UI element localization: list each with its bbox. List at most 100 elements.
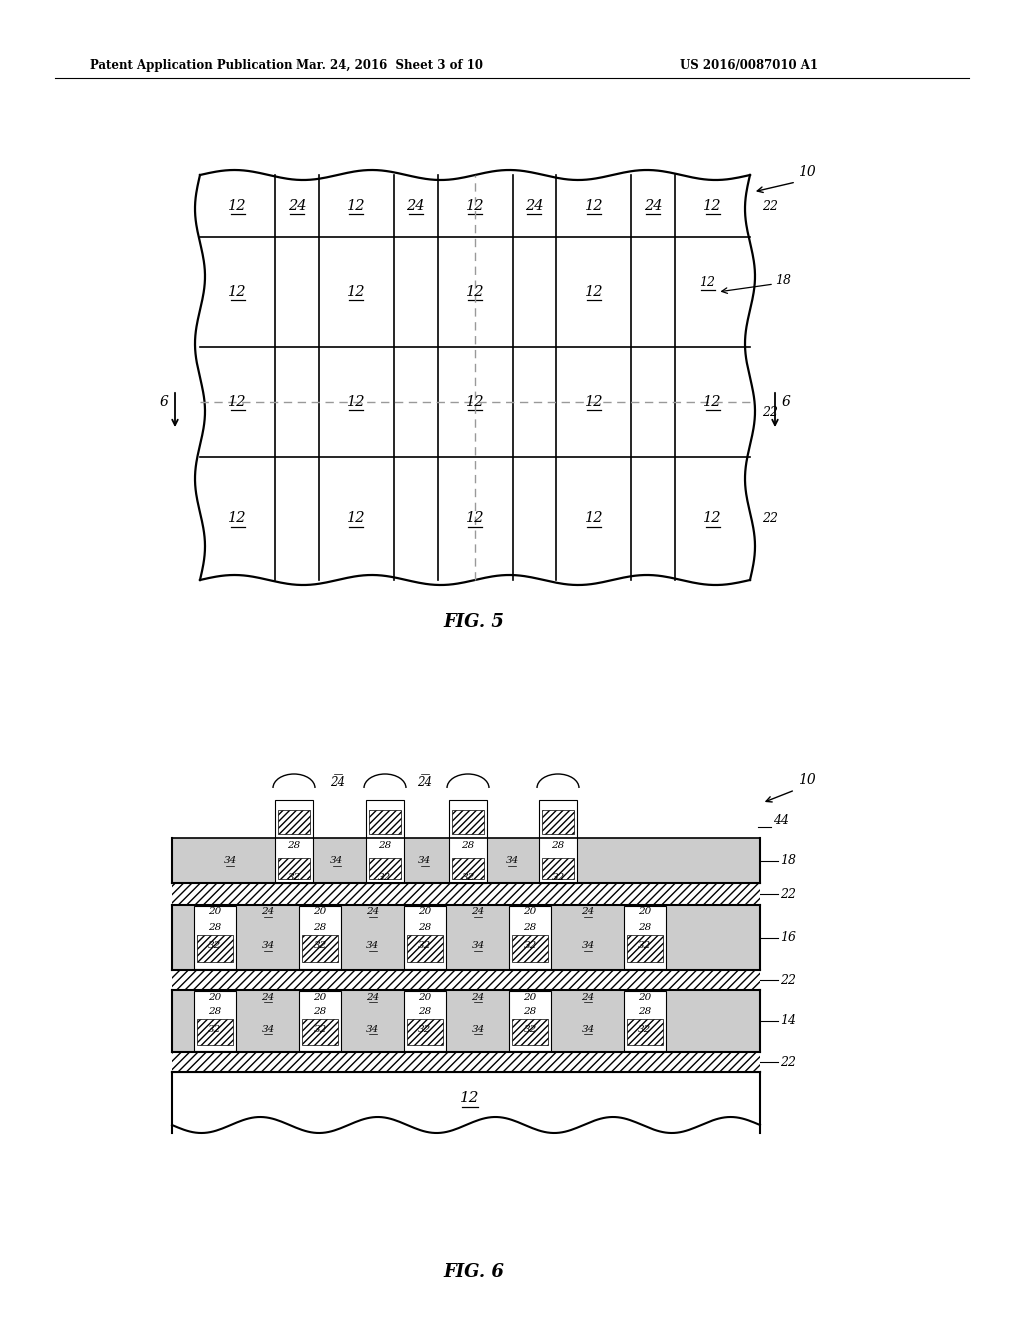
Text: 24: 24: [582, 908, 595, 916]
Text: 32: 32: [638, 1024, 651, 1034]
Text: 18: 18: [775, 273, 791, 286]
Text: 20: 20: [313, 908, 327, 916]
Text: 34: 34: [331, 855, 344, 865]
Text: 20: 20: [638, 908, 651, 916]
Text: 32: 32: [523, 941, 537, 950]
Bar: [299, 991, 341, 1051]
Text: 12: 12: [466, 511, 484, 525]
Text: 20: 20: [523, 993, 537, 1002]
Bar: [542, 858, 574, 879]
Text: 32: 32: [419, 1024, 432, 1034]
Text: 28: 28: [379, 841, 391, 850]
Text: 34: 34: [471, 941, 484, 950]
Text: 12: 12: [460, 1092, 480, 1106]
Text: 18: 18: [780, 854, 796, 867]
Text: 28: 28: [313, 1006, 327, 1015]
Text: 32: 32: [313, 1024, 327, 1034]
Bar: [542, 809, 574, 834]
Text: 12: 12: [466, 199, 484, 213]
Bar: [172, 883, 760, 906]
Bar: [452, 809, 484, 834]
Bar: [624, 906, 666, 969]
Text: US 2016/0087010 A1: US 2016/0087010 A1: [680, 58, 818, 71]
Bar: [172, 838, 760, 883]
Text: 20: 20: [208, 908, 221, 916]
Text: 32: 32: [523, 1024, 537, 1034]
Bar: [627, 1019, 663, 1044]
Text: 34: 34: [506, 855, 518, 865]
Text: 12: 12: [703, 199, 722, 213]
Bar: [172, 906, 760, 970]
Bar: [172, 990, 760, 1052]
Text: 22: 22: [762, 512, 778, 525]
Text: 34: 34: [367, 941, 380, 950]
Text: 28: 28: [288, 841, 301, 850]
Text: 20: 20: [419, 908, 432, 916]
Bar: [302, 935, 338, 962]
Bar: [624, 991, 666, 1051]
Text: 12: 12: [347, 395, 366, 409]
Bar: [369, 809, 401, 834]
Text: 24: 24: [644, 199, 663, 213]
Text: 16: 16: [780, 931, 796, 944]
Text: 28: 28: [419, 1006, 432, 1015]
Text: FIG. 5: FIG. 5: [443, 612, 505, 631]
Text: 14: 14: [780, 1015, 796, 1027]
Text: 32: 32: [313, 941, 327, 950]
Bar: [197, 1019, 233, 1044]
Text: 24: 24: [367, 993, 380, 1002]
Text: 28: 28: [208, 1006, 221, 1015]
Bar: [407, 1019, 443, 1044]
Text: 28: 28: [462, 841, 475, 850]
Text: 12: 12: [347, 285, 366, 300]
Bar: [278, 809, 310, 834]
Text: 12: 12: [585, 395, 603, 409]
Text: 32: 32: [288, 874, 301, 883]
Text: 22: 22: [780, 974, 796, 986]
Bar: [407, 935, 443, 962]
Text: 24: 24: [288, 199, 306, 213]
Text: 22: 22: [762, 199, 778, 213]
Bar: [275, 800, 313, 883]
Text: 24: 24: [582, 993, 595, 1002]
Bar: [512, 1019, 548, 1044]
Bar: [627, 935, 663, 962]
Text: 34: 34: [261, 1024, 274, 1034]
Text: 28: 28: [419, 923, 432, 932]
Bar: [449, 800, 487, 883]
Bar: [302, 1019, 338, 1044]
Text: 34: 34: [471, 1024, 484, 1034]
Text: 34: 34: [367, 1024, 380, 1034]
Text: 32: 32: [208, 941, 221, 950]
Text: 24: 24: [331, 776, 345, 788]
Text: 28: 28: [523, 1006, 537, 1015]
Text: 44: 44: [773, 813, 790, 826]
Text: 20: 20: [208, 993, 221, 1002]
Text: 20: 20: [419, 993, 432, 1002]
Text: 6: 6: [781, 395, 791, 409]
Text: 22: 22: [780, 1056, 796, 1068]
Text: 32: 32: [638, 941, 651, 950]
Text: 6: 6: [160, 395, 168, 409]
Text: 24: 24: [261, 908, 274, 916]
Bar: [509, 991, 551, 1051]
Text: 32: 32: [208, 1024, 221, 1034]
Text: 12: 12: [585, 285, 603, 300]
Text: 22: 22: [780, 887, 796, 900]
Text: 12: 12: [699, 276, 716, 289]
Text: 32: 32: [462, 874, 475, 883]
Text: Patent Application Publication: Patent Application Publication: [90, 58, 293, 71]
Text: 10: 10: [798, 165, 816, 180]
Text: 34: 34: [419, 855, 432, 865]
Text: 12: 12: [585, 199, 603, 213]
Text: 12: 12: [228, 285, 247, 300]
Text: 12: 12: [228, 395, 247, 409]
Text: 24: 24: [418, 776, 432, 788]
Bar: [278, 858, 310, 879]
Text: 12: 12: [703, 511, 722, 525]
Text: 34: 34: [223, 855, 237, 865]
Text: 12: 12: [228, 511, 247, 525]
Text: 28: 28: [638, 923, 651, 932]
Text: 12: 12: [347, 199, 366, 213]
Text: 34: 34: [582, 1024, 595, 1034]
